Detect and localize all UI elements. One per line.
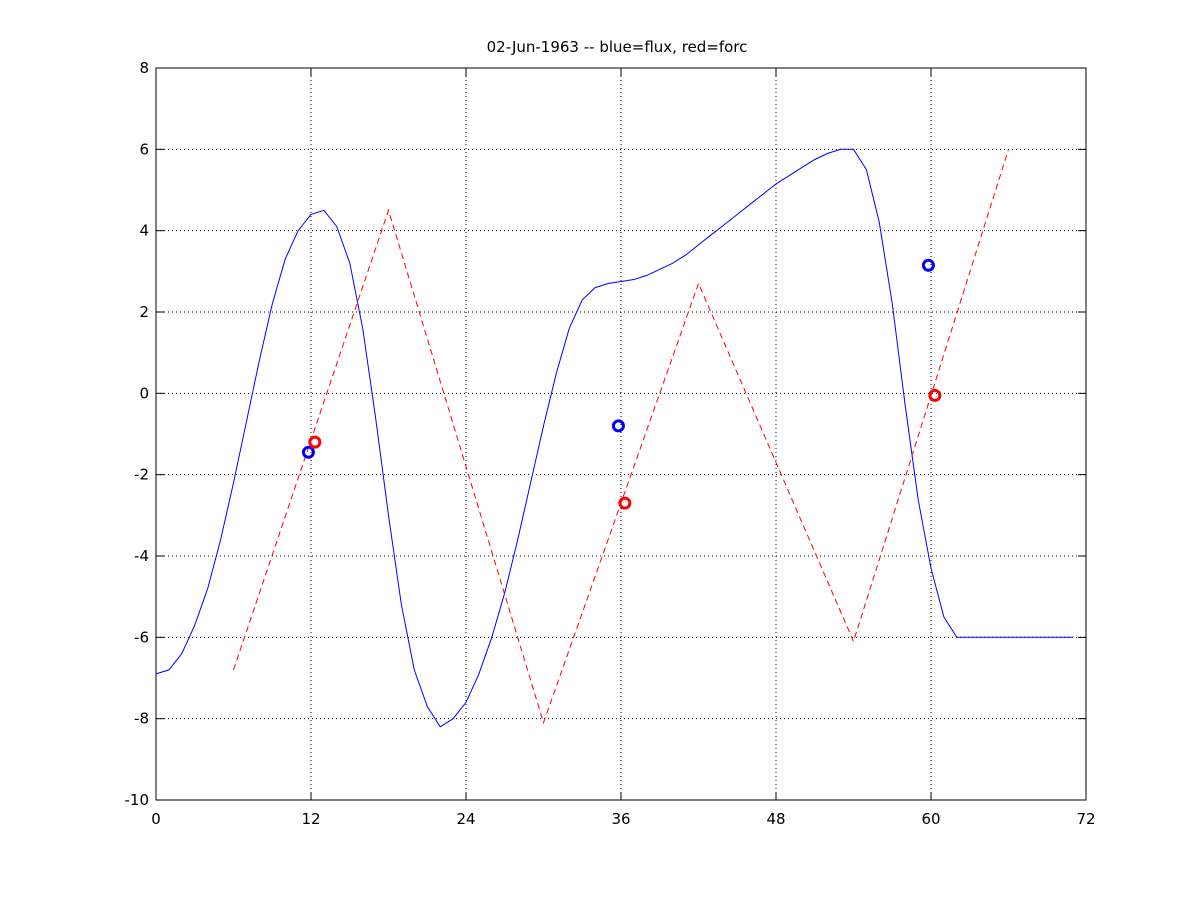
y-tick-label: 6	[139, 140, 149, 158]
y-axis: -10 -8 -6 -4 -2 0 2 4 6 8	[125, 59, 1086, 809]
forc-marker	[308, 435, 322, 449]
flux-marker	[301, 445, 315, 459]
x-tick-label: 60	[921, 810, 940, 828]
x-tick-label: 24	[456, 810, 475, 828]
grid-lines	[156, 68, 1086, 800]
chart-title: 02-Jun-1963 -- blue=flux, red=forc	[487, 38, 748, 56]
y-tick-label: -6	[134, 628, 149, 646]
flux-marker	[611, 419, 625, 433]
y-tick-label: -8	[134, 710, 149, 728]
y-tick-label: -2	[134, 466, 149, 484]
y-tick-label: -10	[125, 791, 150, 809]
plot-area-border	[155, 67, 1087, 801]
x-tick-label: 72	[1076, 810, 1095, 828]
flux-marker	[921, 258, 935, 272]
y-tick-label: 8	[139, 59, 149, 77]
marker-layer	[301, 258, 942, 510]
series-layer	[155, 148, 1074, 728]
y-tick-label: 4	[139, 222, 149, 240]
flux-line	[155, 148, 1074, 728]
x-tick-label: 48	[766, 810, 785, 828]
y-tick-label: 2	[139, 303, 149, 321]
x-tick-label: 12	[301, 810, 320, 828]
x-tick-label: 0	[151, 810, 161, 828]
forc-marker	[618, 496, 632, 510]
y-tick-label: -4	[134, 547, 149, 565]
x-axis: 0 12 24 36 48 60 72	[151, 68, 1096, 828]
x-tick-label: 36	[611, 810, 630, 828]
forc-marker	[928, 388, 942, 402]
y-tick-label: 0	[139, 384, 149, 402]
